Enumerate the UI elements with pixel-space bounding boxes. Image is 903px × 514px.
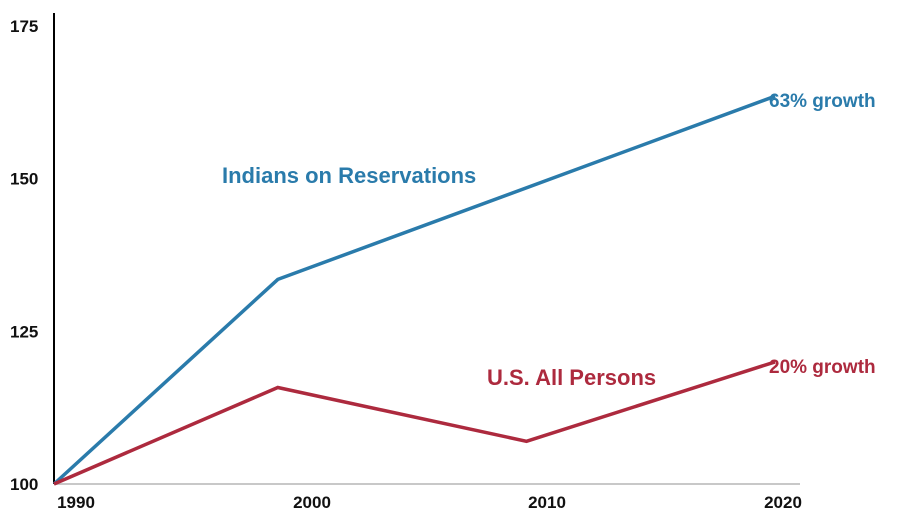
x-tick-label: 1990 <box>57 493 95 512</box>
x-tick-label: 2020 <box>764 493 802 512</box>
series-lines <box>52 94 776 486</box>
axes <box>53 13 800 485</box>
x-tick-label: 2010 <box>528 493 566 512</box>
end-label-indians-growth: 63% growth <box>769 91 876 112</box>
end-label-us-growth: 20% growth <box>769 357 876 378</box>
series-line-indians-on-reservations <box>52 94 776 486</box>
x-tick-labels: 1990 2000 2010 2020 <box>57 493 802 512</box>
y-tick-label: 150 <box>10 170 38 189</box>
y-tick-label: 125 <box>10 322 38 341</box>
y-tick-label: 175 <box>10 17 38 36</box>
series-line-us-all-persons <box>53 360 776 486</box>
y-tick-label: 100 <box>10 475 38 494</box>
y-tick-labels: 100 125 150 175 <box>10 17 38 494</box>
series-label-us-all-persons: U.S. All Persons <box>487 365 656 390</box>
x-tick-label: 2000 <box>293 493 331 512</box>
series-label-indians-on-reservations: Indians on Reservations <box>222 163 476 188</box>
